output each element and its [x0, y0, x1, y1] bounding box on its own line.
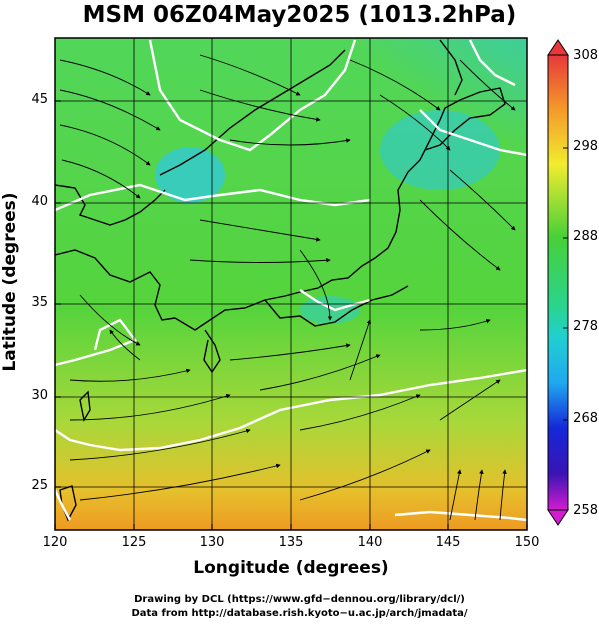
colorbar-tick-308: 308: [573, 48, 598, 63]
cool-patch-central: [300, 296, 360, 324]
cold-patch-north: [155, 147, 225, 203]
colorbar-tick-288: 288: [573, 229, 598, 244]
x-axis-label: Longitude (degrees): [193, 558, 389, 578]
y-tick-30: 30: [31, 388, 48, 403]
colorbar-tick-278: 278: [573, 319, 598, 334]
y-tick-35: 35: [31, 295, 48, 310]
colorbar: [547, 39, 569, 526]
x-tick-120: 120: [42, 535, 68, 550]
cold-patch-east-japan: [380, 110, 500, 190]
credit-drawing: Drawing by DCL (https://www.gfd−dennou.o…: [134, 594, 465, 605]
streamlines: [59, 54, 516, 521]
x-tick-145: 145: [435, 535, 461, 550]
grid-lines: [55, 38, 527, 530]
contour-lines: [55, 39, 527, 522]
axis-ticks: [54, 100, 528, 530]
x-tick-140: 140: [357, 535, 383, 550]
y-tick-25: 25: [31, 478, 48, 493]
x-tick-130: 130: [199, 535, 225, 550]
map-title: MSM 06Z04May2025 (1013.2hPa): [82, 2, 517, 28]
x-tick-135: 135: [278, 535, 304, 550]
y-tick-45: 45: [31, 92, 48, 107]
colorbar-tick-258: 258: [573, 503, 598, 518]
credit-data: Data from http://database.rish.kyoto−u.a…: [131, 608, 468, 619]
y-tick-40: 40: [31, 194, 48, 209]
coastlines: [55, 39, 506, 522]
x-tick-125: 125: [121, 535, 147, 550]
y-axis-label: Latitude (degrees): [0, 192, 20, 372]
colorbar-tick-298: 298: [573, 139, 598, 154]
x-tick-150: 150: [514, 535, 540, 550]
colorbar-tick-268: 268: [573, 411, 598, 426]
